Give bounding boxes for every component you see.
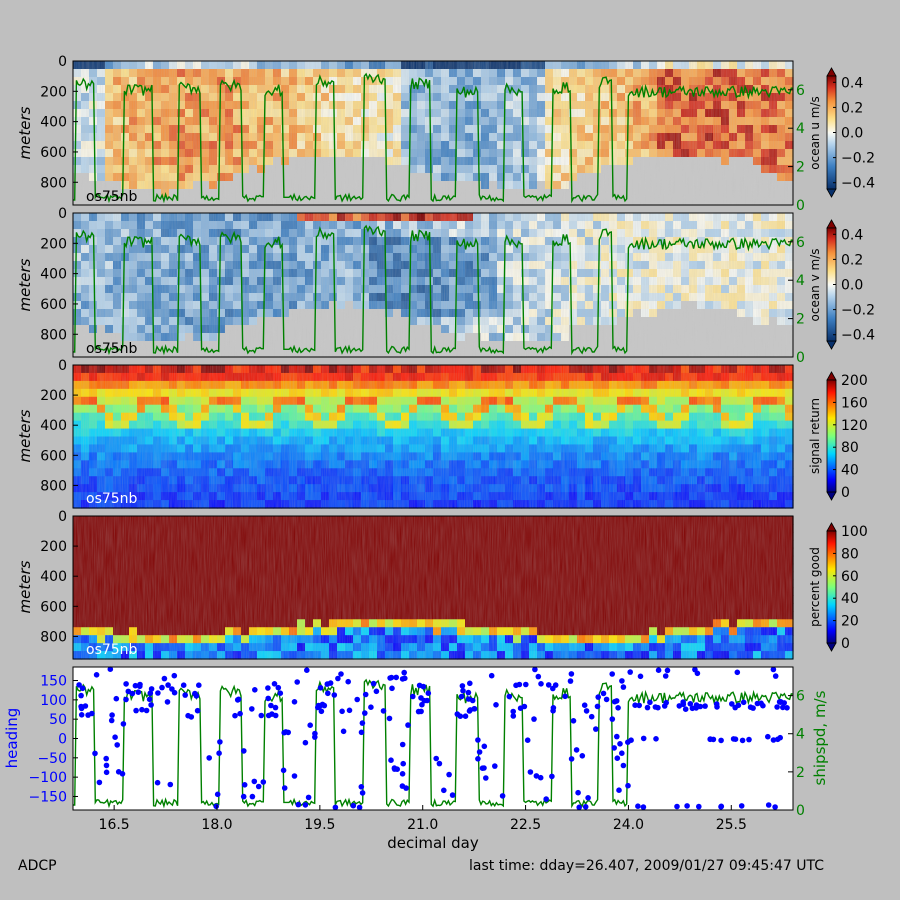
ytick-label: 200 <box>40 388 67 404</box>
cbar-extend-top <box>826 67 837 77</box>
cbar-tick-label: 160 <box>841 395 868 411</box>
ytick-label: 400 <box>40 267 67 283</box>
cbar-tick-label: 0.2 <box>841 100 863 116</box>
signal-return-field <box>73 365 794 509</box>
y2tick-label: 4 <box>796 273 805 289</box>
signal-return-colorbar: 200 160 120 80 40 0 <box>826 371 868 501</box>
ocean-v-frame <box>72 212 794 358</box>
ocean-u-colorbar: 0.4 0.2 0.0 −0.2 −0.4 <box>826 67 875 198</box>
ocean-u-field <box>73 61 794 206</box>
field-texture <box>73 61 793 205</box>
ocean-v-colorbar: 0.4 0.2 0.0 −0.2 −0.4 <box>826 219 875 350</box>
cbar-tick-label: 80 <box>841 440 859 456</box>
ocean-v-yticks: 0 200 400 600 800 <box>40 206 78 343</box>
cbar-tick-label: 0.0 <box>841 126 863 142</box>
signal-return-yticks: 0 200 400 600 800 <box>40 358 78 494</box>
cbar-extend-bottom <box>826 491 837 501</box>
ocean-u-yticks: 0 200 400 600 800 <box>40 54 78 191</box>
ytick-label: 0 <box>58 206 67 222</box>
cbar-tick-label: 0.4 <box>841 227 863 243</box>
y2tick-label: 0 <box>796 198 805 214</box>
ocean-u-ylabel: meters <box>16 106 34 159</box>
ocean-v-shipspd-line <box>72 224 794 356</box>
cbar-extend-bottom <box>826 340 837 350</box>
y2tick-label: 0 <box>796 350 805 366</box>
ytick-label: 800 <box>40 327 67 343</box>
signal-return-ylabel: meters <box>16 409 34 462</box>
ytick-label: 0 <box>58 358 67 374</box>
ocean-v-field <box>73 213 794 358</box>
ytick-label: 400 <box>40 115 67 131</box>
ytick-label: 800 <box>40 175 67 191</box>
cbar-tick-label: −0.2 <box>841 303 875 319</box>
shipspd-polyline <box>72 224 794 356</box>
ocean-v-cbar-label: ocean v m/s <box>808 249 822 322</box>
ocean-u-shipspd-ticks: 6 4 2 0 <box>788 83 805 214</box>
ytick-label: 600 <box>40 297 67 313</box>
cbar-extend-top <box>826 371 837 381</box>
percent-good-field <box>73 516 794 660</box>
cbar-tick-label: 0.4 <box>841 75 863 91</box>
cbar-tick-label: 0.2 <box>841 252 863 268</box>
ytick-label: 600 <box>40 145 67 161</box>
cbar-tick-label: 0 <box>841 485 850 501</box>
cbar-tick-label: −0.2 <box>841 151 875 167</box>
cbar-tick-label: 120 <box>841 418 868 434</box>
y2tick-label: 2 <box>796 312 805 328</box>
field-texture <box>73 213 793 357</box>
shipspd-polyline <box>72 72 794 204</box>
field-texture <box>73 365 793 508</box>
signal-return-cbar-label: signal return <box>808 398 822 474</box>
ytick-label: 200 <box>40 236 67 252</box>
ytick-label: 600 <box>40 448 67 464</box>
y2tick-label: 2 <box>796 160 805 176</box>
signal-return-frame <box>72 364 794 509</box>
y2tick-label: 4 <box>796 121 805 137</box>
ocean-u-frame <box>72 60 794 206</box>
ytick-label: 0 <box>58 54 67 70</box>
ytick-label: 200 <box>40 84 67 100</box>
y2tick-label: 6 <box>796 83 805 99</box>
cbar-tick-label: −0.4 <box>841 328 875 344</box>
ocean-v-shipspd-ticks: 6 4 2 0 <box>788 235 805 366</box>
cbar-body <box>826 379 837 493</box>
cbar-tick-label: −0.4 <box>841 176 875 192</box>
ocean-u-shipspd-line <box>72 72 794 204</box>
ocean-v-instrument-label: os75nb <box>86 341 138 357</box>
ocean-v-ylabel: meters <box>16 258 34 311</box>
cbar-tick-label: 40 <box>841 463 859 479</box>
signal-return-instrument-label: os75nb <box>86 491 138 507</box>
ocean-u-instrument-label: os75nb <box>86 189 138 205</box>
ocean-u-cbar-label: ocean u m/s <box>808 96 822 170</box>
cbar-extend-top <box>826 219 837 229</box>
ytick-label: 800 <box>40 478 67 494</box>
cbar-tick-label: 200 <box>841 373 868 389</box>
cbar-extend-bottom <box>826 188 837 198</box>
cbar-tick-label: 0.0 <box>841 278 863 294</box>
ytick-label: 400 <box>40 418 67 434</box>
y2tick-label: 6 <box>796 235 805 251</box>
